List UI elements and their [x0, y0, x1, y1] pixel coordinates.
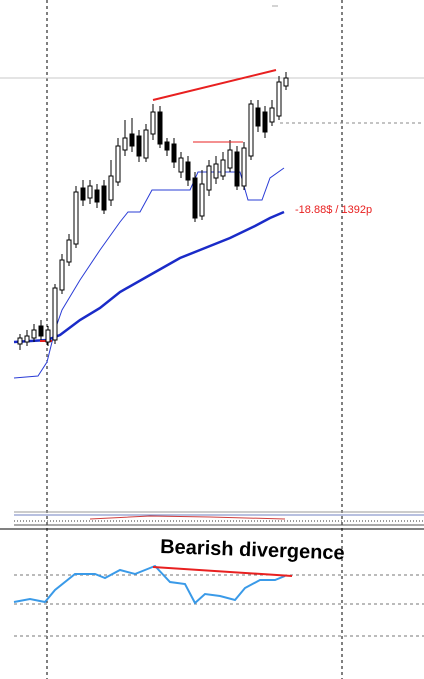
candles — [17, 72, 289, 350]
oscillator-line — [13, 564, 286, 605]
candle — [17, 337, 23, 345]
candle — [115, 145, 121, 183]
candle — [234, 151, 240, 187]
mini-indicator-strip — [0, 511, 424, 530]
candle — [45, 329, 51, 343]
candle — [38, 325, 44, 337]
candle — [164, 141, 170, 151]
trade-result-label: -18.88$ / 1392p — [295, 204, 372, 216]
candle — [66, 239, 72, 263]
candle — [52, 287, 58, 341]
candle — [276, 81, 282, 117]
envelope-line — [13, 167, 285, 379]
candle — [136, 135, 142, 157]
candle — [171, 143, 177, 163]
pattern-label: Bearish divergence — [160, 536, 345, 564]
candle — [59, 259, 65, 291]
divergence-line — [152, 566, 293, 577]
divergence-line — [152, 69, 277, 101]
candle — [213, 163, 219, 179]
candle — [150, 111, 156, 135]
candle — [94, 189, 100, 203]
candle — [31, 329, 37, 339]
candle — [283, 77, 289, 87]
candle — [178, 157, 184, 173]
candle — [73, 191, 79, 245]
candle — [129, 133, 135, 147]
candle — [101, 185, 107, 211]
candle — [24, 335, 30, 343]
candle — [185, 161, 191, 181]
candle — [143, 129, 149, 159]
candle — [248, 103, 254, 157]
candle — [108, 175, 114, 201]
candle — [206, 165, 212, 191]
candle — [220, 159, 226, 177]
candle — [199, 183, 205, 217]
candle — [87, 185, 93, 199]
moving-average — [13, 210, 285, 344]
candle — [262, 111, 268, 133]
candle — [255, 107, 261, 127]
candle — [122, 137, 128, 151]
candle — [80, 187, 86, 201]
candle — [227, 149, 233, 169]
candle — [157, 111, 163, 145]
strip-line — [89, 515, 286, 520]
candle — [241, 147, 247, 187]
candle — [269, 107, 275, 123]
candle — [192, 177, 198, 219]
